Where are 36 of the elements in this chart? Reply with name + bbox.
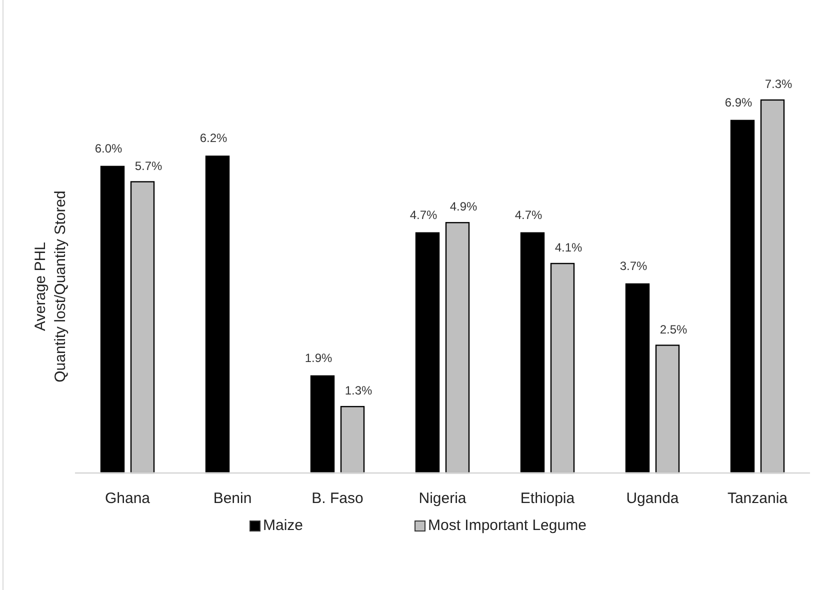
data-label: 1.9% [304,350,332,365]
x-tick-label: Benin [213,490,252,507]
data-label: 6.2% [200,131,228,146]
data-label: 4.7% [410,208,438,222]
bar [130,181,155,474]
x-tick-label: Nigeria [418,490,467,507]
x-tick-label: Tanzania [727,490,788,507]
x-tick-label: Uganda [626,490,680,507]
data-label: 6.9% [724,95,752,110]
x-tick-label: Ghana [104,490,151,507]
bar [340,406,365,474]
data-label: 7.3% [764,77,792,91]
bar [655,344,680,474]
x-tick-label: B. Faso [312,490,364,507]
legend-label: Most Important Legume [428,517,586,534]
bar [760,99,785,474]
data-label: 2.5% [660,322,688,336]
bar [100,166,125,474]
data-label: 4.7% [514,208,542,222]
bar [415,232,440,474]
data-label: 3.7% [620,258,648,273]
y-axis-title: Average PHL Quantity lost/Quantity Stored [32,190,69,382]
bar [550,262,575,474]
bar [445,222,470,474]
bar [520,232,545,474]
x-tick-label: Ethiopia [520,490,576,507]
bar [310,375,335,474]
data-label: 5.7% [134,158,162,173]
data-label: 4.9% [450,200,478,214]
bar [730,120,755,474]
bar [625,283,650,474]
data-label: 1.3% [344,384,372,398]
data-label: 6.0% [94,141,122,156]
bar [205,156,230,474]
data-label: 4.1% [554,240,582,255]
legend-label: Maize [263,517,304,534]
